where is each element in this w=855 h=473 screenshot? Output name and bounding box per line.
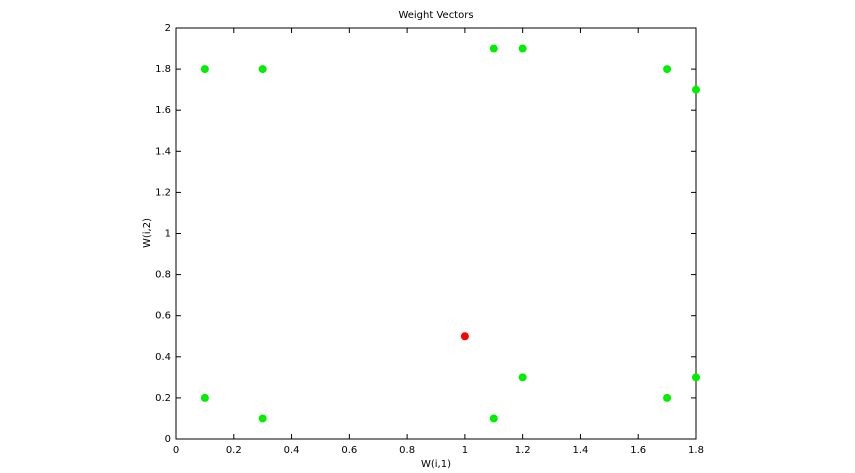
x-axis-label: W(i,1) (421, 459, 451, 470)
data-point (692, 373, 700, 382)
y-tick-label: 0 (165, 434, 171, 445)
y-tick-label: 1.6 (155, 105, 171, 116)
y-tick-label: 1.4 (155, 146, 171, 157)
data-point (663, 65, 672, 74)
data-point (258, 414, 267, 423)
y-tick-label: 1.2 (155, 187, 171, 198)
x-tick-label: 0.2 (226, 445, 242, 456)
x-tick-label: 1.6 (630, 445, 646, 456)
data-point (518, 373, 527, 382)
data-point (489, 44, 498, 53)
y-tick-label: 0.8 (155, 270, 171, 281)
data-point (258, 65, 267, 74)
x-tick-label: 0 (173, 445, 179, 456)
plot-frame (175, 27, 697, 440)
x-tick-label: 0.6 (341, 445, 357, 456)
y-tick-label: 0.6 (155, 311, 171, 322)
y-tick-label: 1 (165, 229, 171, 240)
data-point (200, 393, 209, 402)
data-point (692, 85, 700, 94)
x-tick-label: 0.4 (284, 445, 300, 456)
y-tick-label: 0.4 (155, 352, 171, 363)
y-tick-label: 2 (165, 23, 171, 34)
x-tick-label: 1.2 (515, 445, 531, 456)
data-point (200, 65, 209, 74)
data-point (663, 393, 672, 402)
y-tick-label: 1.8 (155, 64, 171, 75)
y-tick-label: 0.2 (155, 393, 171, 404)
x-tick-label: 1.4 (572, 445, 588, 456)
y-axis-label: W(i,2) (142, 218, 153, 248)
data-point (489, 414, 498, 423)
data-point (460, 332, 469, 341)
x-tick-label: 1.8 (688, 445, 704, 456)
x-tick-label: 1 (462, 445, 468, 456)
chart-title: Weight Vectors (398, 10, 473, 21)
data-point (518, 44, 527, 53)
x-tick-label: 0.8 (399, 445, 415, 456)
